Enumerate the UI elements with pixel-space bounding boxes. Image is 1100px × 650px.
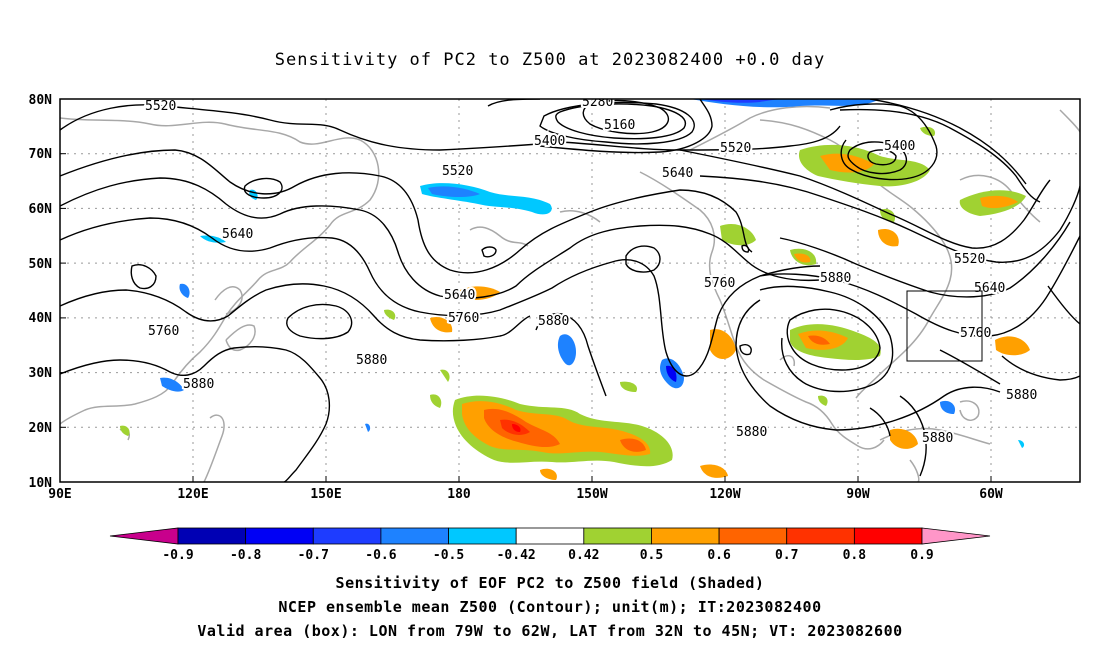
colorbar-label: -0.5: [433, 548, 464, 560]
sensitivity-map: 5520 5280 5160 5400 5520 5640 5400 5520 …: [29, 93, 1081, 560]
lon-label: 180: [447, 487, 471, 502]
colorbar-label: 0.8: [843, 548, 867, 560]
colorbar-box: [583, 527, 652, 545]
contour-label: 5160: [604, 118, 635, 133]
colorbar-box: [177, 527, 247, 545]
lat-label: 50N: [29, 257, 53, 272]
latitude-labels: 80N 70N 60N 50N 40N 30N 20N 10N: [29, 93, 53, 491]
z500-contours: [60, 99, 1080, 482]
colorbar-label: 0.42: [568, 548, 599, 560]
map-frame: [59, 98, 1081, 483]
colorbar-box: [718, 527, 788, 545]
lat-label: 40N: [29, 311, 53, 326]
shaded-sensitivity: [120, 99, 1030, 480]
contour-label: 5880: [922, 431, 953, 446]
map-title: Sensitivity of PC2 to Z500 at 2023082400…: [274, 50, 826, 70]
contour-label: 5400: [534, 134, 565, 149]
contour-label: 5520: [145, 99, 176, 114]
colorbar-label: -0.7: [298, 548, 329, 560]
contour-label: 5880: [356, 353, 387, 368]
colorbar-label: 0.6: [707, 548, 731, 560]
contour-label: 5760: [148, 324, 179, 339]
contour-label: 5640: [662, 166, 693, 181]
colorbar-box: [786, 527, 855, 545]
contour-label: 5640: [444, 288, 475, 303]
colorbar-box: [245, 527, 314, 545]
contour-label: 5880: [1006, 388, 1037, 403]
contour-label: 5880: [736, 425, 767, 440]
colorbar-label: 0.5: [640, 548, 663, 560]
caption-line-3: Valid area (box): LON from 79W to 62W, L…: [197, 622, 903, 640]
colorbar-box: [448, 527, 517, 545]
lon-label: 90W: [846, 487, 870, 502]
contour-label: 5520: [954, 252, 985, 267]
colorbar-box: [515, 527, 585, 545]
contour-label: 5880: [183, 377, 214, 392]
contour-label: 5760: [448, 311, 479, 326]
colorbar-box: [380, 527, 449, 545]
lat-label: 20N: [29, 421, 53, 436]
lat-label: 30N: [29, 366, 53, 381]
contour-label: 5280: [582, 95, 613, 110]
lon-label: 150W: [576, 487, 607, 502]
lat-label: 10N: [29, 476, 53, 491]
contour-label: 5640: [222, 227, 253, 242]
colorbar-label: -0.42: [497, 548, 536, 560]
colorbar: [109, 527, 991, 545]
colorbar-box: [312, 527, 382, 545]
colorbar-label: -0.6: [365, 548, 396, 560]
caption-line-1: Sensitivity of EOF PC2 to Z500 field (Sh…: [335, 574, 765, 592]
lon-label: 60W: [979, 487, 1003, 502]
colorbar-labels: -0.9 -0.8 -0.7 -0.6 -0.5 -0.42 0.42 0.5 0.6 0.7 0.…: [162, 548, 933, 560]
axis-ticks: [60, 98, 992, 483]
contour-label: 5520: [720, 141, 751, 156]
lat-label: 70N: [29, 147, 53, 162]
contour-label: 5760: [704, 276, 735, 291]
contour-label: 5760: [960, 326, 991, 341]
contour-label: 5640: [974, 281, 1005, 296]
lon-label: 120W: [709, 487, 740, 502]
longitude-labels: 90E 120E 150E 180 150W 120W 90W 60W: [48, 487, 1003, 502]
colorbar-arrow-low: [109, 527, 179, 545]
colorbar-box: [651, 527, 720, 545]
lon-label: 120E: [177, 487, 208, 502]
contour-label: 5400: [884, 139, 915, 154]
caption-line-2: NCEP ensemble mean Z500 (Contour); unit(…: [278, 598, 822, 616]
map-plot-area: 5520 5280 5160 5400 5520 5640 5400 5520 …: [60, 95, 1080, 482]
lat-label: 60N: [29, 202, 53, 217]
contour-labels: 5520 5280 5160 5400 5520 5640 5400 5520 …: [143, 95, 1039, 448]
lon-label: 150E: [310, 487, 341, 502]
contour-label: 5880: [820, 271, 851, 286]
colorbar-label: 0.9: [910, 548, 933, 560]
lat-label: 80N: [29, 93, 53, 108]
lon-label: 90E: [48, 487, 71, 502]
contour-label: 5520: [442, 164, 473, 179]
contour-label: 5880: [538, 314, 569, 329]
valid-area-box: [906, 290, 983, 362]
colorbar-label: -0.8: [230, 548, 261, 560]
colorbar-label: 0.7: [775, 548, 798, 560]
colorbar-box: [853, 527, 923, 545]
colorbar-arrow-high: [921, 527, 991, 545]
colorbar-label: -0.9: [162, 548, 193, 560]
